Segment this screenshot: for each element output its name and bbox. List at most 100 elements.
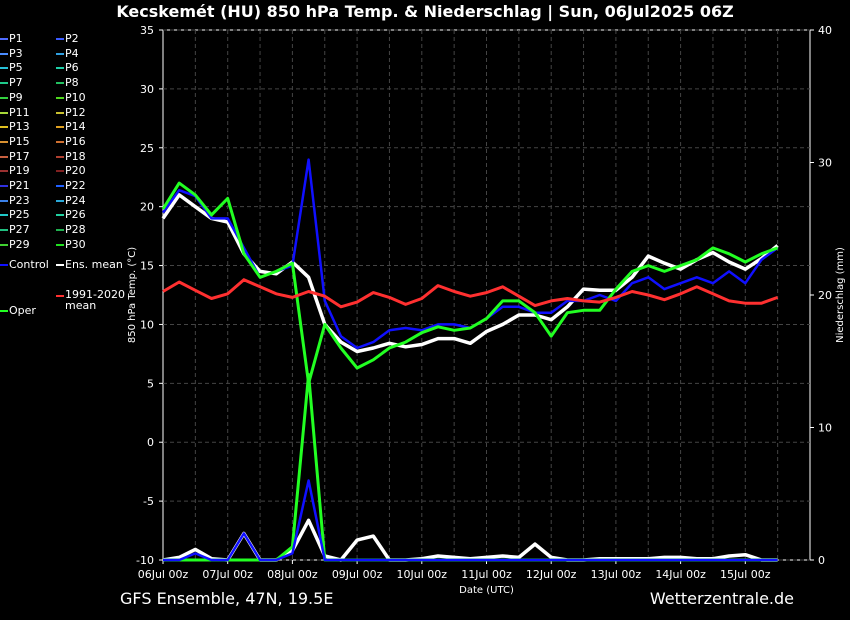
legend-label: P18	[65, 149, 86, 163]
legend-swatch	[0, 170, 8, 173]
legend-item: P24	[56, 194, 86, 208]
legend-swatch	[0, 96, 8, 99]
y-tick-label: -5	[143, 495, 154, 508]
y-axis-title: 850 hPa Temp. (°C)	[127, 247, 138, 343]
legend-swatch	[0, 82, 8, 85]
legend-swatch	[56, 243, 64, 246]
legend-label: P9	[9, 90, 23, 104]
legend-label: P13	[9, 120, 30, 134]
legend-swatch	[0, 155, 8, 158]
legend-label: P21	[9, 179, 30, 192]
legend-item: P23	[0, 194, 30, 208]
x-tick-label: 15Jul 00z	[720, 568, 771, 581]
site-caption: Wetterzentrale.de	[649, 589, 794, 608]
legend-item: P13	[0, 120, 30, 134]
legend-label: P29	[9, 237, 30, 251]
x-tick-label: 11Jul 00z	[461, 568, 512, 581]
legend-item: P20	[56, 164, 86, 178]
legend-label: P2	[65, 32, 79, 45]
y-tick-label: 30	[140, 83, 154, 96]
y-tick-label: 15	[140, 260, 154, 273]
y2-tick-label: 40	[818, 24, 832, 37]
legend-swatch	[56, 52, 64, 55]
legend-label: P5	[9, 61, 23, 75]
legend-swatch	[0, 243, 8, 246]
chart-title: Kecskemét (HU) 850 hPa Temp. & Niedersch…	[116, 2, 734, 21]
legend-label: Ens. mean	[65, 258, 123, 272]
y2-axis-title: Niederschlag (mm)	[835, 247, 846, 343]
legend-item: P18	[56, 150, 86, 164]
legend-swatch	[0, 229, 8, 232]
legend-swatch	[56, 67, 64, 70]
legend-swatch	[0, 52, 8, 55]
legend-item: P10	[56, 91, 86, 105]
legend-swatch	[56, 199, 64, 202]
legend-label: P17	[9, 149, 30, 163]
legend-item: P7	[0, 76, 23, 90]
legend-label: P24	[65, 193, 86, 207]
legend-item: P29	[0, 238, 30, 252]
legend-item: P16	[56, 135, 86, 149]
legend-label: P11	[9, 105, 30, 119]
y-tick-label: 0	[147, 436, 154, 449]
y-tick-label: 35	[140, 24, 154, 37]
legend-swatch	[56, 82, 64, 85]
legend-label: P22	[65, 179, 86, 192]
legend-swatch	[56, 126, 64, 129]
legend-item: P11	[0, 106, 30, 120]
x-tick-label: 08Jul 00z	[267, 568, 318, 581]
legend-swatch	[56, 155, 64, 158]
legend-label: P23	[9, 193, 30, 207]
x-tick-label: 06Jul 00z	[138, 568, 189, 581]
legend-label: P15	[9, 134, 30, 148]
legend-label: P4	[65, 46, 79, 60]
x-axis-title: Date (UTC)	[459, 585, 514, 596]
legend-label: P25	[9, 208, 30, 222]
legend-label: P7	[9, 76, 23, 90]
legend-swatch	[0, 264, 8, 267]
legend-label: P6	[65, 61, 79, 75]
legend-swatch	[0, 309, 8, 312]
legend-swatch	[0, 199, 8, 202]
legend-item: P2	[56, 32, 79, 46]
legend-item: P26	[56, 208, 86, 222]
x-tick-label: 13Jul 00z	[591, 568, 642, 581]
model-caption: GFS Ensemble, 47N, 19.5E	[120, 589, 334, 608]
legend-swatch	[56, 229, 64, 232]
legend-item: P1	[0, 32, 23, 46]
legend-item: 1991-2020 mean	[56, 289, 129, 311]
y-tick-label: 10	[140, 318, 154, 331]
x-tick-label: 10Jul 00z	[397, 568, 448, 581]
legend-swatch	[56, 111, 64, 114]
legend-label: P30	[65, 237, 86, 251]
x-tick-label: 07Jul 00z	[202, 568, 253, 581]
legend-swatch	[56, 214, 64, 217]
legend-label: Oper	[9, 303, 36, 317]
y2-tick-label: 30	[818, 157, 832, 170]
legend-label: P28	[65, 223, 86, 237]
legend-swatch	[0, 126, 8, 129]
legend-item: Control	[0, 258, 49, 272]
y-tick-label: -10	[136, 554, 154, 567]
legend-swatch	[56, 96, 64, 99]
legend-item: P9	[0, 91, 23, 105]
y2-tick-label: 10	[818, 422, 832, 435]
legend-label: 1991-2020 mean	[65, 288, 125, 313]
legend-label: P12	[65, 105, 86, 119]
legend-label: P10	[65, 90, 86, 104]
legend-label: P3	[9, 46, 23, 60]
legend-label: P20	[65, 164, 86, 178]
series-line	[161, 181, 779, 385]
legend-item: P8	[56, 76, 79, 90]
legend-item: P19	[0, 164, 30, 178]
legend-swatch	[0, 38, 8, 40]
legend-swatch	[0, 214, 8, 217]
legend-swatch	[56, 185, 64, 187]
legend-label: P8	[65, 76, 79, 90]
legend: P1 P2 P3 P4 P5 P6 P7 P8 P9 P10 P11 P12 P13 P14 P15 P16 P…	[0, 32, 130, 322]
legend-item: P27	[0, 223, 30, 237]
legend-item: P21	[0, 179, 30, 193]
y-tick-label: 25	[140, 142, 154, 155]
legend-item: Ens. mean	[56, 258, 123, 272]
